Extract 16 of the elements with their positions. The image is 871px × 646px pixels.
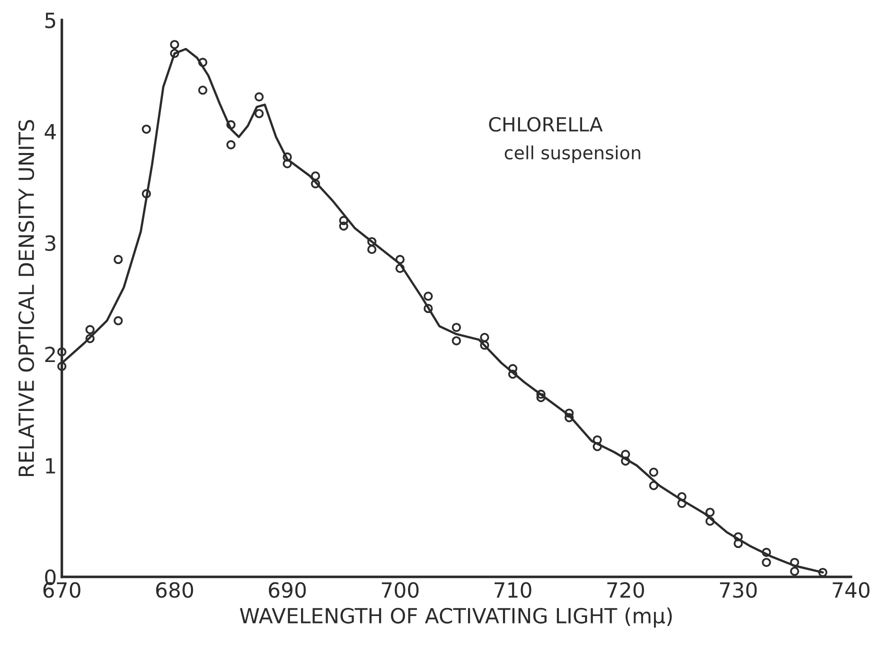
x-tick-label: 720 <box>607 582 644 598</box>
y-tick-label: 5 <box>45 12 56 28</box>
annotation: cell suspension <box>504 146 640 163</box>
x-tick-label: 690 <box>268 582 306 598</box>
x-tick-label: 700 <box>382 582 419 598</box>
annotation: CHLORELLA <box>489 116 603 132</box>
y-tick-label: 1 <box>46 458 56 474</box>
x-axis-title: WAVELENGTH OF ACTIVATING LIGHT (mμ) <box>240 607 672 628</box>
x-tick-label: 740 <box>832 582 870 598</box>
x-tick-label: 710 <box>494 582 532 598</box>
y-tick-label: 3 <box>45 235 56 251</box>
x-tick-label: 730 <box>720 582 757 598</box>
y-tick-label: 4 <box>44 124 56 140</box>
x-tick-label: 680 <box>156 582 194 598</box>
y-axis-title: RELATIVE OPTICAL DENSITY UNITS <box>18 120 34 476</box>
y-tick-label: 2 <box>45 346 55 362</box>
